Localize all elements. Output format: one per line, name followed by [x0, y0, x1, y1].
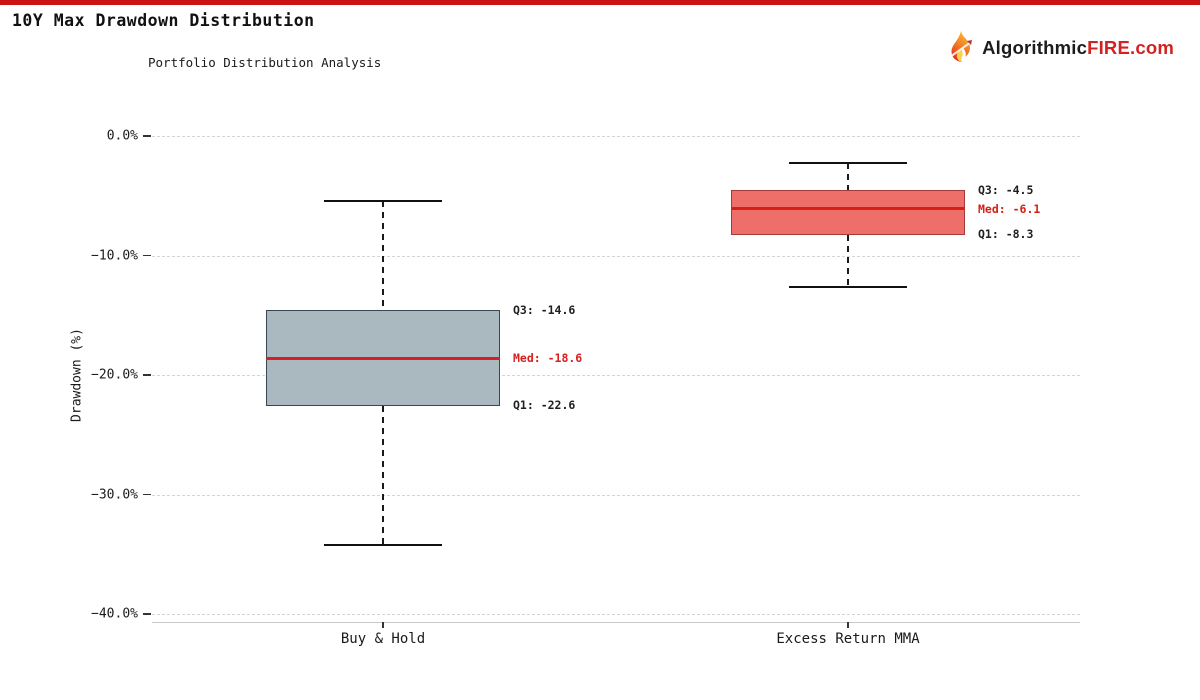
y-tick-label: −30.0%	[91, 487, 138, 502]
top-accent-bar	[0, 0, 1200, 5]
y-gridline	[152, 494, 1080, 496]
x-axis-spine	[152, 622, 1080, 623]
brand-logo[interactable]: AlgorithmicFIRE.com	[944, 30, 1174, 66]
y-tick-mark	[143, 374, 151, 376]
x-category-label: Excess Return MMA	[776, 631, 920, 647]
q3-annotation: Q3: -4.5	[978, 182, 1034, 197]
y-tick-mark	[143, 254, 151, 257]
upper-whisker-cap	[324, 199, 442, 202]
y-tick-mark	[143, 493, 151, 496]
q1-annotation: Q1: -22.6	[513, 398, 576, 413]
y-tick-label: −40.0%	[91, 606, 138, 622]
lower-whisker-cap	[789, 285, 907, 288]
median-line	[731, 207, 965, 211]
y-tick-label: −10.0%	[91, 248, 138, 263]
y-tick-label: −20.0%	[91, 367, 138, 383]
lower-whisker-cap	[324, 543, 442, 546]
x-tick-mark	[382, 622, 384, 628]
q1-annotation: Q1: -8.3	[978, 227, 1034, 242]
page-title: 10Y Max Drawdown Distribution	[12, 11, 315, 30]
y-gridline	[152, 614, 1080, 615]
median-annotation: Med: -18.6	[513, 351, 583, 366]
x-tick-mark	[847, 622, 849, 628]
x-category-label: Buy & Hold	[340, 631, 426, 647]
upper-whisker-cap	[789, 162, 907, 165]
y-tick-label: 0.0%	[106, 128, 138, 144]
flame-icon	[944, 30, 978, 66]
y-gridline	[152, 255, 1080, 257]
y-gridline	[152, 375, 1080, 376]
y-gridline	[152, 136, 1080, 137]
median-line	[266, 356, 500, 360]
y-tick-mark	[143, 613, 151, 615]
brand-name-prefix: Algorithmic	[982, 37, 1088, 58]
brand-name-suffix: FIRE.com	[1087, 37, 1174, 58]
upper-whisker-line	[382, 200, 384, 311]
lower-whisker-line	[847, 235, 849, 287]
q3-annotation: Q3: -14.6	[513, 303, 576, 318]
median-annotation: Med: -6.1	[978, 201, 1041, 216]
chart-subtitle: Portfolio Distribution Analysis	[148, 55, 382, 70]
y-tick-mark	[143, 135, 151, 137]
upper-whisker-line	[847, 163, 849, 190]
lower-whisker-line	[382, 406, 384, 545]
box-iqr	[731, 189, 965, 236]
brand-wordmark: AlgorithmicFIRE.com	[982, 37, 1174, 59]
